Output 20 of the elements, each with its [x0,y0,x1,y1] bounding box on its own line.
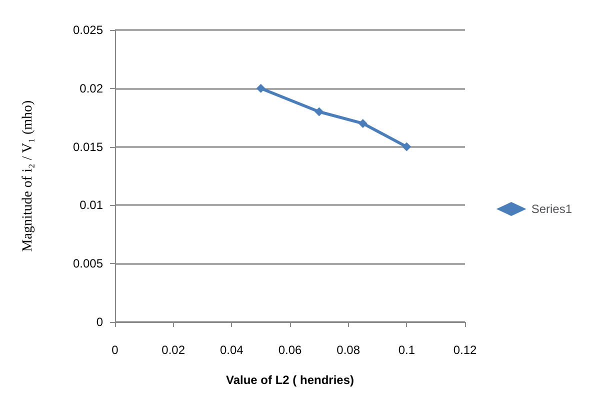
x-tick-label: 0.08 [336,343,360,357]
y-tick-label: 0.02 [80,81,104,96]
legend-label: Series1 [531,202,572,216]
point [402,142,412,152]
y-axis-title: Magnitude of i₂ / V₁ (mho) [20,100,36,252]
x-tick-label: 0.04 [220,343,244,357]
y-tick-label: 0.005 [72,256,104,271]
point [358,118,368,128]
y-tick-label: 0.025 [72,23,104,37]
y-tick-label: 0 [96,315,104,329]
x-axis-title: Value of L2 ( hendries) [226,373,354,387]
x-tick-label: 0.12 [453,343,477,357]
point [314,107,324,116]
x-tick-label: 0.1 [398,343,416,357]
x-tick-label: 0 [112,343,119,357]
x-tick-label: 0.02 [162,343,186,357]
y-tick-label: 0.015 [72,140,104,154]
x-tick-label: 0.06 [278,343,302,357]
point [256,84,266,93]
y-tick-label: 0.01 [80,198,104,212]
